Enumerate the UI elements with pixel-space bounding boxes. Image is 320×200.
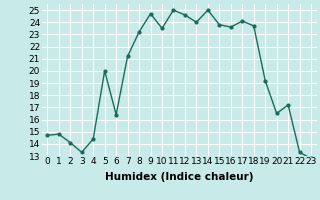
X-axis label: Humidex (Indice chaleur): Humidex (Indice chaleur) xyxy=(105,172,253,182)
